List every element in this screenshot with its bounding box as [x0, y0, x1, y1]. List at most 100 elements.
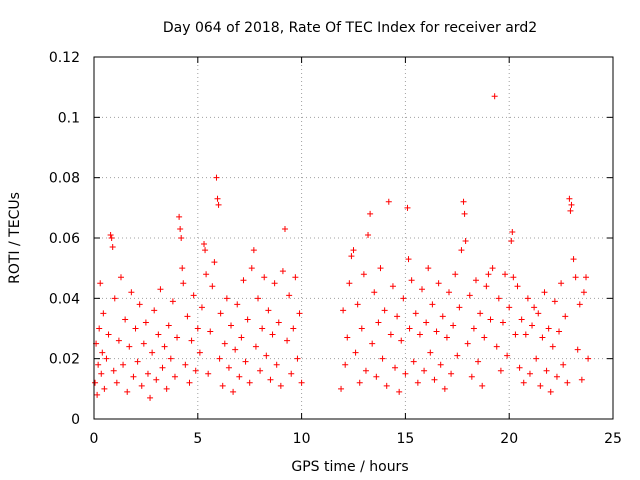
data-point [481, 334, 488, 341]
data-point [213, 174, 220, 181]
data-point [108, 235, 115, 241]
y-tick-label: 0.1 [58, 110, 80, 126]
data-point [179, 265, 186, 272]
data-point [369, 340, 376, 347]
data-point [454, 352, 461, 359]
data-point [225, 364, 232, 371]
data-point [371, 289, 378, 296]
grid-lines [94, 57, 613, 419]
data-point [100, 310, 107, 317]
data-point [120, 361, 127, 368]
data-point [149, 349, 156, 356]
data-point [207, 328, 214, 335]
data-point [281, 225, 288, 232]
data-point [95, 361, 102, 368]
data-point [479, 382, 486, 389]
data-point [216, 355, 223, 362]
data-point [578, 376, 585, 383]
data-point [284, 337, 291, 344]
data-point [165, 322, 172, 329]
data-point [580, 289, 587, 296]
data-point [396, 388, 403, 395]
data-point [394, 313, 401, 320]
data-point [176, 213, 183, 220]
data-point [412, 310, 419, 317]
x-tick-label: 25 [604, 431, 622, 447]
data-point [277, 382, 284, 389]
data-point [535, 310, 542, 317]
x-tick-label: 5 [193, 431, 202, 447]
data-point [354, 301, 361, 308]
data-point [483, 283, 490, 290]
data-point [472, 277, 479, 284]
data-point [188, 337, 195, 344]
data-point [362, 367, 369, 374]
data-point [223, 295, 230, 302]
data-point [221, 340, 228, 347]
data-point [373, 373, 380, 380]
data-point [186, 379, 193, 386]
data-point [529, 322, 536, 329]
data-point [429, 301, 436, 308]
data-point [271, 280, 278, 287]
data-point [558, 280, 565, 287]
data-point [435, 280, 442, 287]
data-point [202, 247, 209, 254]
data-point [211, 259, 218, 266]
data-point [138, 382, 145, 389]
data-point [126, 343, 133, 350]
data-point [508, 238, 515, 245]
data-point [543, 367, 550, 374]
axis-ticks: 0 0.02 0.04 0.06 0.08 0.1 0.12 0 5 10 15 20 25 [49, 50, 622, 447]
x-tick-label: 15 [396, 431, 414, 447]
data-point [219, 382, 226, 389]
data-point [450, 322, 457, 329]
data-point [518, 316, 525, 323]
data-point [572, 274, 579, 281]
data-point [255, 295, 262, 302]
data-point [404, 204, 411, 211]
x-tick-label: 0 [90, 431, 99, 447]
data-point [196, 349, 203, 356]
data-point [522, 331, 529, 338]
data-point [217, 310, 224, 317]
data-point [427, 349, 434, 356]
data-point [178, 235, 185, 241]
data-point [151, 307, 158, 314]
data-point [257, 367, 264, 374]
x-tick-label: 20 [500, 431, 518, 447]
data-point [174, 334, 181, 341]
data-point [358, 325, 365, 332]
data-point [495, 295, 502, 302]
data-point [198, 304, 205, 311]
data-point [468, 373, 475, 380]
data-point [111, 295, 118, 302]
data-point [265, 307, 272, 314]
data-point [246, 379, 253, 386]
data-point [177, 225, 184, 232]
data-point [560, 361, 567, 368]
data-point [539, 334, 546, 341]
data-point [537, 382, 544, 389]
data-point [406, 325, 413, 332]
data-point [514, 283, 521, 290]
data-point [215, 201, 222, 208]
data-points [92, 93, 592, 401]
plot-frame [93, 56, 614, 420]
data-point [97, 280, 104, 287]
data-point [564, 379, 571, 386]
data-point [516, 364, 523, 371]
data-point [157, 286, 164, 293]
data-point [367, 210, 374, 217]
data-point [502, 271, 509, 278]
data-point [423, 319, 430, 326]
data-point [567, 207, 574, 214]
data-point [147, 394, 154, 401]
data-point [101, 385, 108, 392]
data-point [392, 364, 399, 371]
data-point [445, 289, 452, 296]
data-point [144, 370, 151, 377]
data-point [566, 195, 573, 202]
data-point [387, 331, 394, 338]
data-point [460, 198, 467, 205]
